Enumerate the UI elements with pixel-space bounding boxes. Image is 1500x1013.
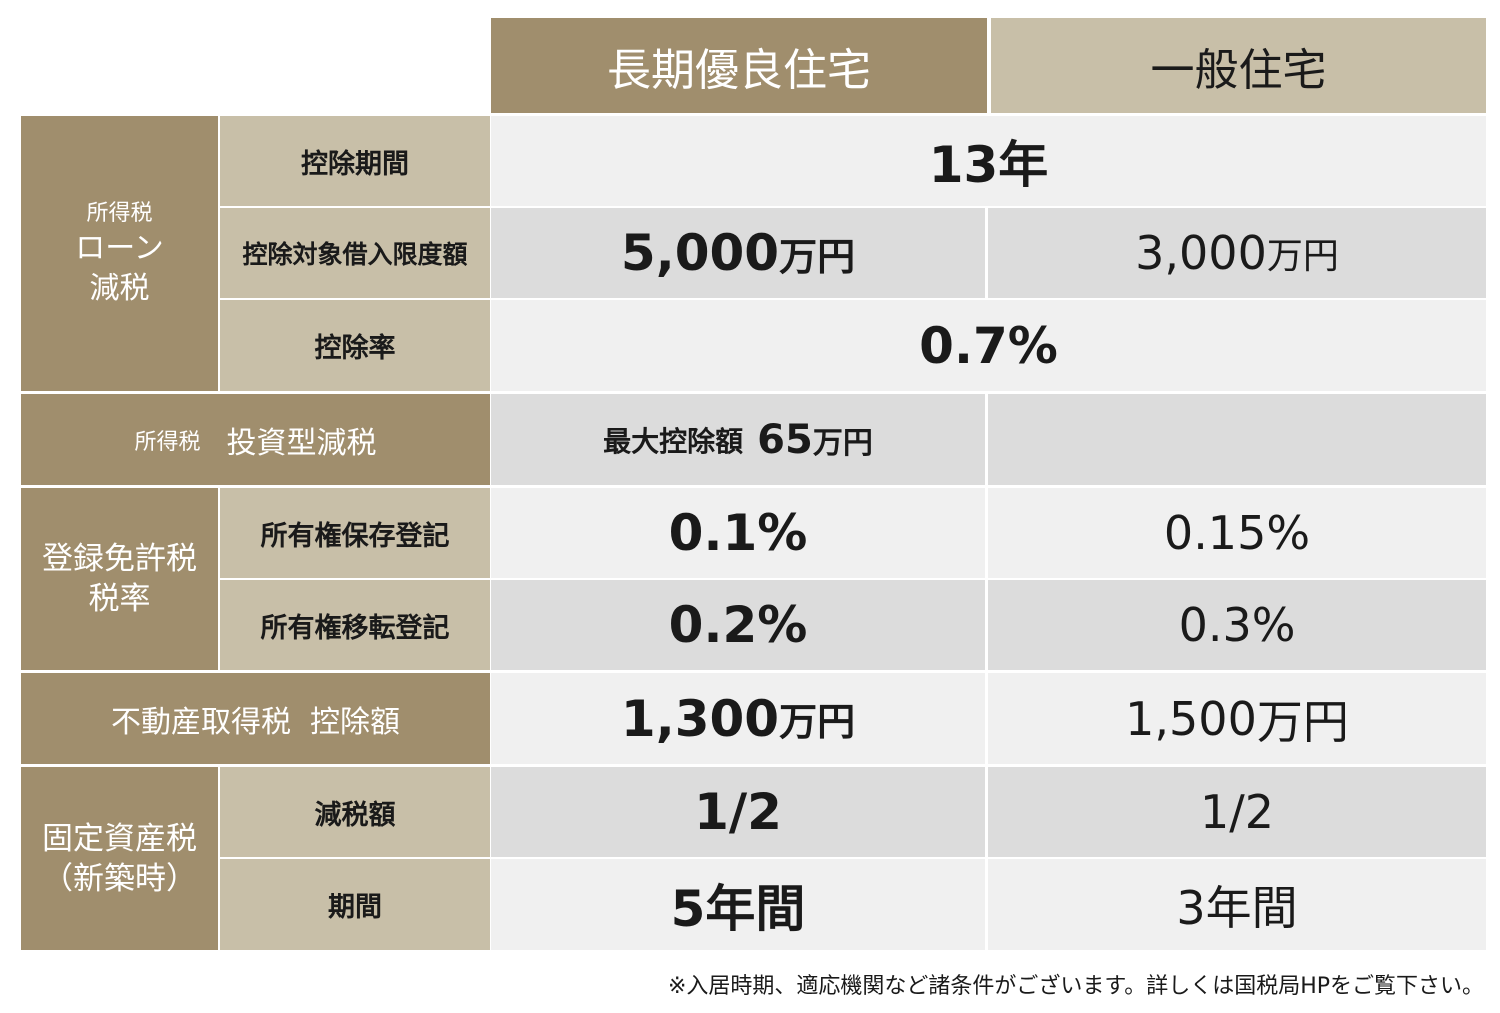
value-reduction-premium-text: 1/2 bbox=[694, 783, 782, 841]
category-acquisition-text: 不動産取得税 控除額 bbox=[110, 704, 401, 740]
row-label-deduction-period: 控除期間 bbox=[220, 116, 490, 206]
value-investment-premium: 最大控除額 65 万円 bbox=[491, 394, 985, 485]
value-limit-premium-num: 5,000 bbox=[620, 224, 780, 282]
row-label-period: 期間 bbox=[220, 859, 490, 950]
value-period-general-text: 3年間 bbox=[1176, 880, 1298, 935]
value-limit-general-num: 3,000 bbox=[1135, 226, 1267, 280]
value-acquisition-general-unit: 万円 bbox=[1256, 694, 1349, 749]
row-label-deduction-period-text: 控除期間 bbox=[301, 148, 409, 180]
row-label-borrowing-limit: 控除対象借入限度額 bbox=[220, 208, 490, 298]
value-period-general: 3年間 bbox=[988, 859, 1486, 950]
value-preservation-premium: 0.1% bbox=[491, 488, 985, 578]
category-registration-tax: 登録免許税 税率 bbox=[21, 488, 218, 670]
row-label-transfer-registration: 所有権移転登記 bbox=[220, 580, 490, 670]
category-registration-line1: 登録免許税 bbox=[42, 541, 197, 577]
footnote: ※入居時期、適応機関など諸条件がございます。詳しくは国税局HPをご覧下さい。 bbox=[667, 974, 1484, 999]
value-limit-general-unit: 万円 bbox=[1266, 236, 1339, 277]
category-investment-small: 所得税 bbox=[134, 429, 201, 455]
value-deduction-period: 13年 bbox=[491, 116, 1486, 206]
row-label-deduction-rate-text: 控除率 bbox=[314, 333, 396, 364]
row-label-borrowing-limit-text: 控除対象借入限度額 bbox=[242, 240, 468, 269]
category-loan-tax: 所得税 ローン 減税 bbox=[21, 116, 218, 391]
value-acquisition-premium: 1,300 万円 bbox=[491, 673, 985, 764]
value-preservation-premium-text: 0.1% bbox=[668, 504, 808, 562]
value-transfer-general-text: 0.3% bbox=[1178, 598, 1296, 652]
category-property-tax: 固定資産税 （新築時） bbox=[21, 767, 218, 950]
category-property-line2: （新築時） bbox=[42, 860, 197, 897]
value-acquisition-premium-num: 1,300 bbox=[620, 689, 780, 748]
value-preservation-general-text: 0.15% bbox=[1163, 506, 1311, 560]
column-header-premium-text: 長期優良住宅 bbox=[607, 44, 871, 96]
column-header-premium: 長期優良住宅 bbox=[491, 18, 987, 113]
category-registration-line2: 税率 bbox=[88, 581, 151, 617]
value-acquisition-general-num: 1,500 bbox=[1125, 691, 1257, 746]
value-investment-general bbox=[988, 394, 1486, 485]
row-label-deduction-rate: 控除率 bbox=[220, 300, 490, 391]
value-reduction-general: 1/2 bbox=[988, 767, 1486, 857]
value-limit-general: 3,000 万円 bbox=[988, 208, 1486, 298]
row-label-tax-reduction: 減税額 bbox=[220, 767, 490, 857]
value-deduction-rate-text: 0.7% bbox=[919, 316, 1058, 375]
value-investment-prefix: 最大控除額 bbox=[603, 424, 744, 458]
value-reduction-general-text: 1/2 bbox=[1199, 785, 1275, 839]
value-period-premium: 5年間 bbox=[491, 859, 985, 950]
value-transfer-general: 0.3% bbox=[988, 580, 1486, 670]
category-acquisition-tax: 不動産取得税 控除額 bbox=[21, 673, 490, 764]
row-label-preservation-registration: 所有権保存登記 bbox=[220, 488, 490, 578]
value-limit-premium: 5,000 万円 bbox=[491, 208, 985, 298]
column-header-general-text: 一般住宅 bbox=[1150, 44, 1327, 96]
row-label-transfer-text: 所有権移転登記 bbox=[260, 612, 450, 644]
value-investment-unit: 万円 bbox=[812, 425, 873, 461]
value-acquisition-premium-unit: 万円 bbox=[779, 700, 856, 744]
value-deduction-rate: 0.7% bbox=[491, 300, 1486, 391]
value-period-premium-text: 5年間 bbox=[670, 879, 806, 938]
row-label-preservation-text: 所有権保存登記 bbox=[260, 520, 450, 552]
row-label-tax-reduction-text: 減税額 bbox=[314, 799, 396, 831]
value-transfer-premium: 0.2% bbox=[491, 580, 985, 670]
category-investment-main: 投資型減税 bbox=[226, 425, 377, 461]
row-label-period-text: 期間 bbox=[328, 892, 382, 923]
value-limit-premium-unit: 万円 bbox=[779, 234, 856, 279]
category-investment-tax: 所得税 投資型減税 bbox=[21, 394, 490, 485]
value-reduction-premium: 1/2 bbox=[491, 767, 985, 857]
value-deduction-period-text: 13年 bbox=[928, 136, 1049, 194]
category-loan-small: 所得税 bbox=[86, 200, 153, 226]
category-property-line1: 固定資産税 bbox=[42, 820, 197, 857]
value-acquisition-general: 1,500 万円 bbox=[988, 673, 1486, 764]
value-preservation-general: 0.15% bbox=[988, 488, 1486, 578]
value-investment-num: 65 bbox=[757, 416, 813, 463]
column-header-general: 一般住宅 bbox=[991, 18, 1486, 113]
value-transfer-premium-text: 0.2% bbox=[668, 596, 808, 654]
category-loan-line1: ローン bbox=[75, 230, 164, 266]
category-loan-line2: 減税 bbox=[89, 270, 150, 306]
